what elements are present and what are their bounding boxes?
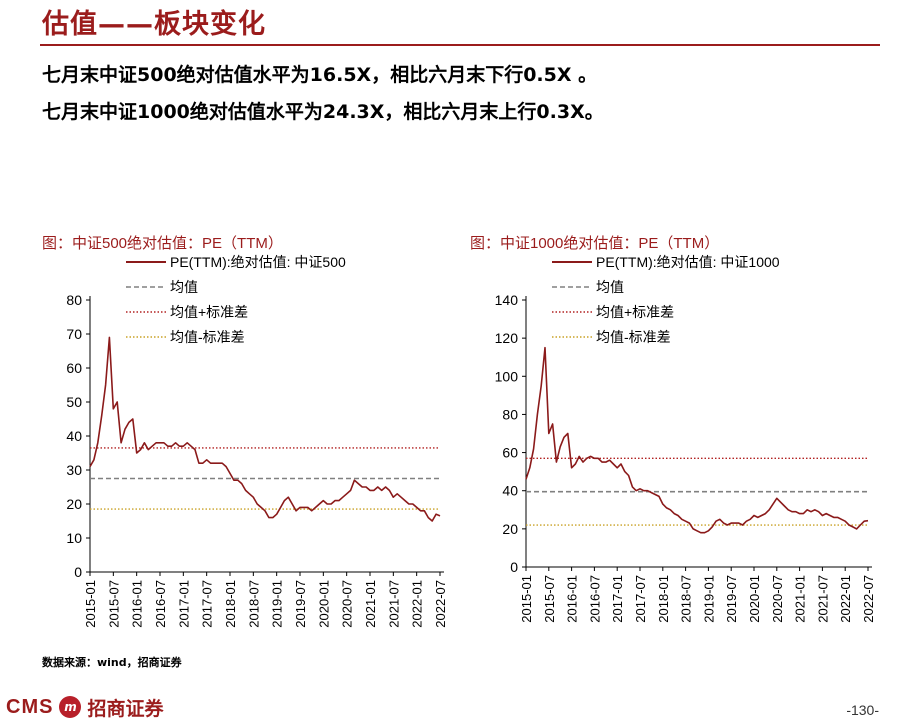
y-tick-label: 80 (66, 292, 82, 308)
y-tick-label: 0 (510, 559, 518, 575)
y-tick-label: 30 (66, 462, 82, 478)
y-tick-label: 60 (66, 360, 82, 376)
x-tick-label: 2021-07 (815, 575, 830, 623)
x-tick-label: 2019-01 (701, 575, 716, 623)
y-tick-label: 120 (495, 330, 519, 346)
chart-title: 图：中证500绝对估值：PE（TTM） (42, 235, 283, 252)
x-tick-label: 2016-01 (565, 575, 580, 623)
x-tick-label: 2017-07 (633, 575, 648, 623)
y-tick-label: 20 (502, 521, 518, 537)
y-tick-label: 140 (495, 292, 519, 308)
x-tick-label: 2020-07 (770, 575, 785, 623)
legend-mean-plus-std-label: 均值+标准差 (170, 304, 248, 320)
logo-chinese-name: 招商证券 (87, 697, 164, 720)
legend-mean-plus-std-label: 均值+标准差 (596, 304, 674, 320)
x-tick-label: 2015-01 (519, 575, 534, 623)
x-tick-label: 2019-07 (724, 575, 739, 623)
x-tick-label: 2019-01 (270, 580, 285, 628)
legend-mean-minus-std-label: 均值-标准差 (596, 329, 671, 345)
y-tick-label: 20 (66, 496, 82, 512)
y-tick-label: 70 (66, 326, 82, 342)
y-tick-label: 40 (66, 428, 82, 444)
x-tick-label: 2016-07 (153, 580, 168, 628)
x-tick-label: 2015-07 (542, 575, 557, 623)
legend-mean-label: 均值 (170, 279, 198, 295)
chart-csi500-svg: 图：中证500绝对估值：PE（TTM） 0 10 20 30 40 50 60 70 80 2015… (42, 235, 448, 628)
title-divider (40, 44, 880, 46)
x-tick-label: 2016-07 (587, 575, 602, 623)
x-tick-label: 2019-07 (293, 580, 308, 628)
x-tick-label: 2022-01 (838, 575, 853, 623)
x-tick-label: 2021-07 (386, 580, 401, 628)
x-tick-label: 2017-01 (176, 580, 191, 628)
y-tick-label: 80 (502, 406, 518, 422)
logo-text: CMS (6, 695, 54, 718)
x-tick-label: 2018-07 (679, 575, 694, 623)
chart-title: 图：中证1000绝对估值：PE（TTM） (470, 235, 719, 252)
x-tick-label: 2021-01 (793, 575, 808, 623)
x-tick-label: 2020-07 (340, 580, 355, 628)
x-tick-label: 2022-07 (433, 580, 448, 628)
y-tick-label: 0 (74, 564, 82, 580)
x-tick-label: 2020-01 (747, 575, 762, 623)
y-tick-label: 100 (495, 368, 519, 384)
pe-series-line (525, 346, 869, 534)
y-tick-label: 60 (502, 445, 518, 461)
chart-csi1000-svg: 图：中证1000绝对估值：PE（TTM） 0 20 40 60 80 100 120 140 20… (470, 235, 876, 623)
summary-line-1: 七月末中证500绝对估值水平为16.5X，相比六月末下行0.5X 。 (42, 64, 598, 86)
x-tick-label: 2016-01 (130, 580, 145, 628)
x-tick-label: 2017-01 (610, 575, 625, 623)
x-tick-label: 2021-01 (363, 580, 378, 628)
x-tick-label: 2015-01 (83, 580, 98, 628)
pe-series-line (89, 336, 441, 522)
x-tick-label: 2015-07 (106, 580, 121, 628)
summary-line-2: 七月末中证1000绝对估值水平为24.3X，相比六月末上行0.3X。 (42, 101, 604, 123)
x-tick-label: 2017-07 (200, 580, 215, 628)
legend-mean-label: 均值 (596, 279, 624, 295)
legend-mean-minus-std-label: 均值-标准差 (170, 329, 245, 345)
y-tick-label: 50 (66, 394, 82, 410)
x-tick-label: 2018-01 (656, 575, 671, 623)
legend-series-label: PE(TTM):绝对估值: 中证1000 (596, 254, 780, 270)
x-tick-label: 2020-01 (316, 580, 331, 628)
x-tick-label: 2022-01 (410, 580, 425, 628)
page-number: -130- (846, 702, 879, 718)
y-tick-label: 40 (502, 483, 518, 499)
y-tick-label: 10 (66, 530, 82, 546)
page-title: 估值——板块变化 (42, 9, 266, 40)
company-logo: CMS m 招商证券 (6, 694, 163, 720)
x-tick-label: 2018-01 (223, 580, 238, 628)
logo-mark-icon: m (59, 696, 82, 718)
x-tick-label: 2018-07 (246, 580, 261, 628)
data-source-note: 数据来源：wind，招商证券 (42, 656, 182, 669)
chart-csi1000: 图：中证1000绝对估值：PE（TTM） 0 20 40 60 80 100 120 140 20… (466, 230, 886, 650)
x-tick-label: 2022-07 (861, 575, 876, 623)
legend-series-label: PE(TTM):绝对估值: 中证500 (170, 254, 346, 270)
chart-csi500: 图：中证500绝对估值：PE（TTM） 0 10 20 30 40 50 60 70 80 2015… (38, 230, 448, 650)
